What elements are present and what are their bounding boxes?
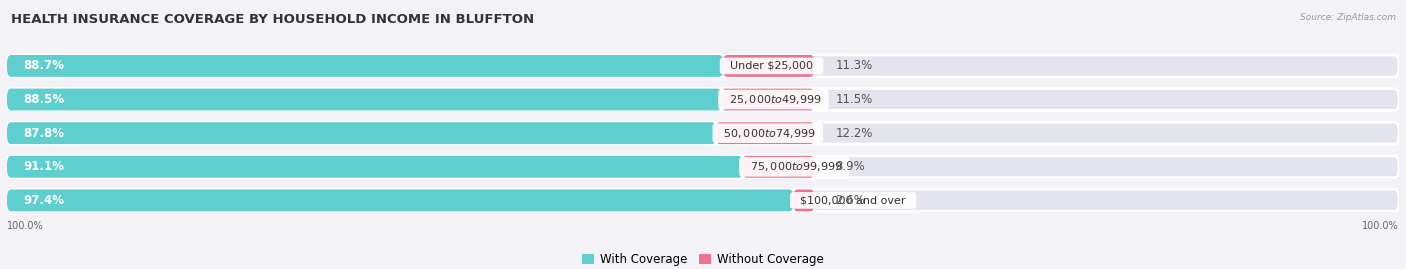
FancyBboxPatch shape — [7, 156, 1399, 178]
Text: 8.9%: 8.9% — [835, 160, 865, 173]
FancyBboxPatch shape — [716, 122, 814, 144]
Text: 11.3%: 11.3% — [835, 59, 873, 72]
Text: 100.0%: 100.0% — [1362, 221, 1399, 231]
FancyBboxPatch shape — [7, 156, 742, 178]
FancyBboxPatch shape — [723, 55, 814, 77]
Text: 12.2%: 12.2% — [835, 127, 873, 140]
Legend: With Coverage, Without Coverage: With Coverage, Without Coverage — [578, 248, 828, 269]
FancyBboxPatch shape — [7, 55, 723, 77]
Text: $50,000 to $74,999: $50,000 to $74,999 — [716, 127, 820, 140]
FancyBboxPatch shape — [793, 189, 814, 211]
Text: Under $25,000: Under $25,000 — [723, 61, 820, 71]
Text: 100.0%: 100.0% — [7, 221, 44, 231]
FancyBboxPatch shape — [721, 89, 814, 111]
FancyBboxPatch shape — [7, 55, 1399, 77]
Text: 97.4%: 97.4% — [24, 194, 65, 207]
FancyBboxPatch shape — [7, 189, 1399, 211]
Text: 88.7%: 88.7% — [24, 59, 65, 72]
Text: $75,000 to $99,999: $75,000 to $99,999 — [742, 160, 846, 173]
FancyBboxPatch shape — [7, 122, 1399, 144]
Text: 87.8%: 87.8% — [24, 127, 65, 140]
FancyBboxPatch shape — [7, 89, 721, 111]
Text: $100,000 and over: $100,000 and over — [793, 195, 912, 206]
Text: 2.6%: 2.6% — [835, 194, 865, 207]
Text: 91.1%: 91.1% — [24, 160, 65, 173]
FancyBboxPatch shape — [7, 189, 793, 211]
Text: 88.5%: 88.5% — [24, 93, 65, 106]
Text: Source: ZipAtlas.com: Source: ZipAtlas.com — [1301, 13, 1396, 22]
FancyBboxPatch shape — [7, 89, 1399, 111]
FancyBboxPatch shape — [742, 156, 814, 178]
Text: 11.5%: 11.5% — [835, 93, 873, 106]
Text: $25,000 to $49,999: $25,000 to $49,999 — [721, 93, 825, 106]
FancyBboxPatch shape — [7, 122, 716, 144]
Text: HEALTH INSURANCE COVERAGE BY HOUSEHOLD INCOME IN BLUFFTON: HEALTH INSURANCE COVERAGE BY HOUSEHOLD I… — [11, 13, 534, 26]
